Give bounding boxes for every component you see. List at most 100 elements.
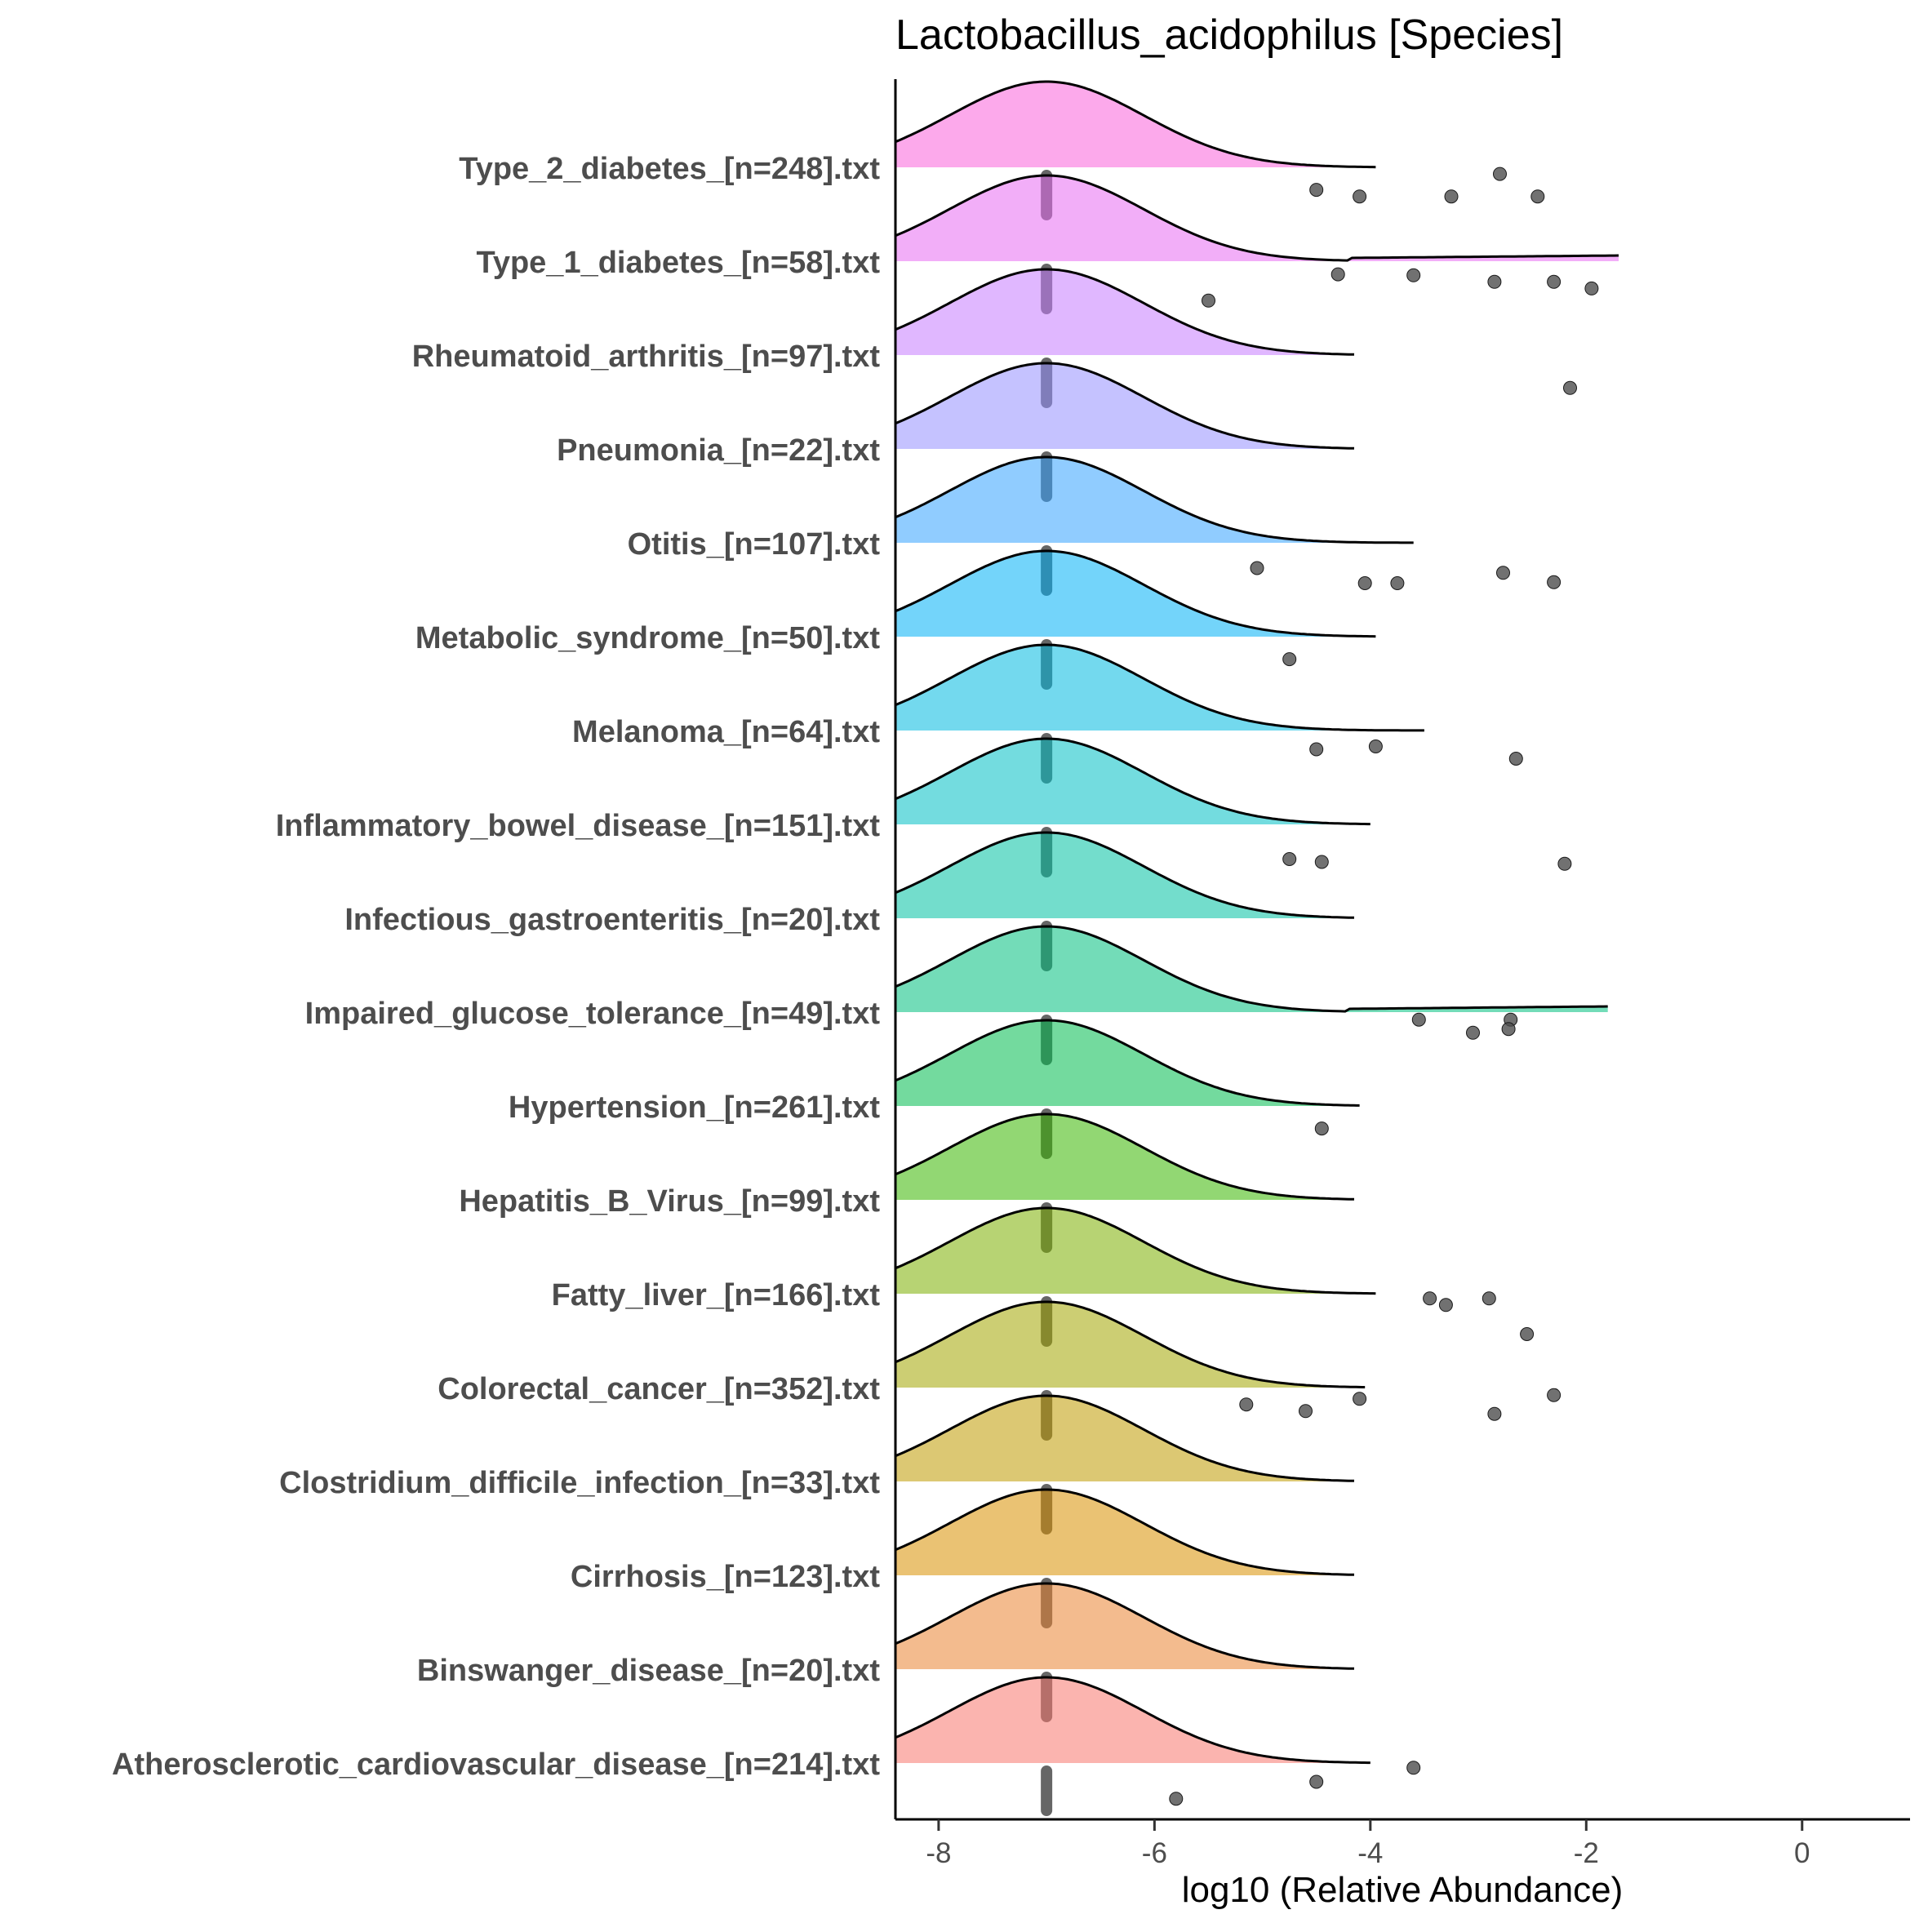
ridge-outline [895,174,1619,262]
outlier-point [1309,183,1324,198]
ridge-outline [895,1394,1355,1482]
category-label: Hepatitis_B_Virus_[n=99].txt [459,1184,880,1219]
ridge-fill [895,1020,1360,1106]
ridge-fill [895,1114,1354,1200]
outlier-point [1501,1022,1516,1037]
x-axis-title: log10 (Relative Abundance) [1182,1870,1624,1910]
outlier-point [1406,268,1421,282]
category-label: Hypertension_[n=261].txt [509,1090,880,1125]
outlier-point [1314,1121,1329,1136]
ridge-outline [895,1582,1355,1670]
outlier-point [1584,281,1599,295]
outlier-point [1368,739,1383,753]
outlier-point [1330,267,1345,282]
ridge-outline [895,362,1355,450]
ridge-fill [895,926,1608,1012]
category-label: Atherosclerotic_cardiovascular_disease_[… [112,1748,880,1782]
outlier-point [1530,189,1545,204]
outlier-point [1547,575,1562,589]
ridge-fill [895,1490,1354,1575]
category-label: Otitis_[n=107].txt [628,527,881,562]
outlier-point [1411,1012,1426,1027]
outlier-point [1282,652,1297,667]
ridge-outline [895,643,1424,732]
outlier-point [1493,167,1507,181]
ridge-group [895,1019,1360,1159]
ridge-group [895,549,1376,690]
outlier-point [1299,1404,1313,1419]
ridge-fill [895,1583,1354,1669]
outlier-point [1547,274,1562,289]
outlier-point [1239,1397,1254,1412]
category-label: Inflammatory_bowel_disease_[n=151].txt [276,809,881,843]
outlier-point [1482,1291,1496,1306]
ridge-fill [895,1677,1370,1763]
ridge-fill [895,363,1354,449]
outlier-point [1406,1761,1421,1775]
category-label: Impaired_glucose_tolerance_[n=49].txt [305,997,881,1031]
outlier-point [1563,380,1577,395]
outlier-point [1314,855,1329,869]
ridge-outline [895,1300,1366,1388]
outlier-point [1487,274,1502,289]
x-tick-label: -8 [926,1837,951,1869]
outlier-point [1353,189,1367,204]
category-label: Type_1_diabetes_[n=58].txt [476,246,880,280]
ridge-outline [895,549,1376,638]
ridge-outline [895,831,1355,919]
outlier-point [1520,1327,1535,1341]
outlier-point [1496,566,1510,580]
ridges-layer [895,80,1619,1816]
category-labels: Type_2_diabetes_[n=248].txt Type_1_diabet… [112,152,880,1782]
outlier-point [1250,561,1264,575]
ridge-outline [895,1488,1355,1576]
outlier-point [1547,1388,1562,1402]
ridge-group [895,1113,1355,1253]
ridge-group [895,1582,1355,1722]
category-label: Binswanger_disease_[n=20].txt [417,1654,880,1688]
category-label: Colorectal_cancer_[n=352].txt [438,1372,880,1406]
ridge-group [895,1488,1355,1628]
category-label: Pneumonia_[n=22].txt [557,433,880,468]
ridge-fill [895,551,1376,637]
ridge-fill [895,82,1376,167]
ridge-outline [895,1206,1376,1295]
outlier-point [1202,293,1215,308]
outlier-point [1444,189,1459,204]
outlier-point [1357,576,1372,590]
category-label: Melanoma_[n=64].txt [572,715,880,749]
category-label: Clostridium_difficile_infection_[n=33].t… [279,1466,880,1500]
outlier-point [1466,1025,1480,1040]
outlier-point [1309,742,1324,757]
outlier-point [1282,852,1297,866]
ridge-fill [895,739,1370,824]
ridge-outline [895,80,1376,169]
category-label: Infectious_gastroenteritis_[n=20].txt [344,903,880,937]
chart-title: Lactobacillus_acidophilus [Species] [895,11,1563,59]
ridge-group [895,1394,1355,1534]
x-tick-label: -2 [1574,1837,1599,1869]
ridge-outline [895,1676,1370,1765]
ridge-group [895,831,1355,971]
ridge-fill [895,175,1619,261]
outlier-point [1309,1774,1324,1789]
x-tick-label: 0 [1794,1837,1810,1869]
outlier-point [1423,1291,1437,1306]
category-label: Metabolic_syndrome_[n=50].txt [415,621,880,655]
ridge-outline [895,268,1355,356]
ridge-group [895,1676,1421,1816]
ridge-fill [895,1396,1354,1481]
ridge-fill [895,833,1354,918]
x-ticks: -8 -6 -4 -2 0 [926,1819,1810,1869]
ridge-outline [895,1113,1355,1201]
outlier-point [1557,856,1572,871]
ridge-fill [895,1302,1366,1388]
outlier-point [1390,576,1405,590]
category-label: Cirrhosis_[n=123].txt [571,1560,880,1594]
outlier-point [1438,1298,1453,1312]
ridge-outline [895,737,1370,826]
ridge-outline [895,925,1608,1013]
category-label: Rheumatoid_arthritis_[n=97].txt [412,340,881,374]
category-label: Type_2_diabetes_[n=248].txt [459,152,880,186]
